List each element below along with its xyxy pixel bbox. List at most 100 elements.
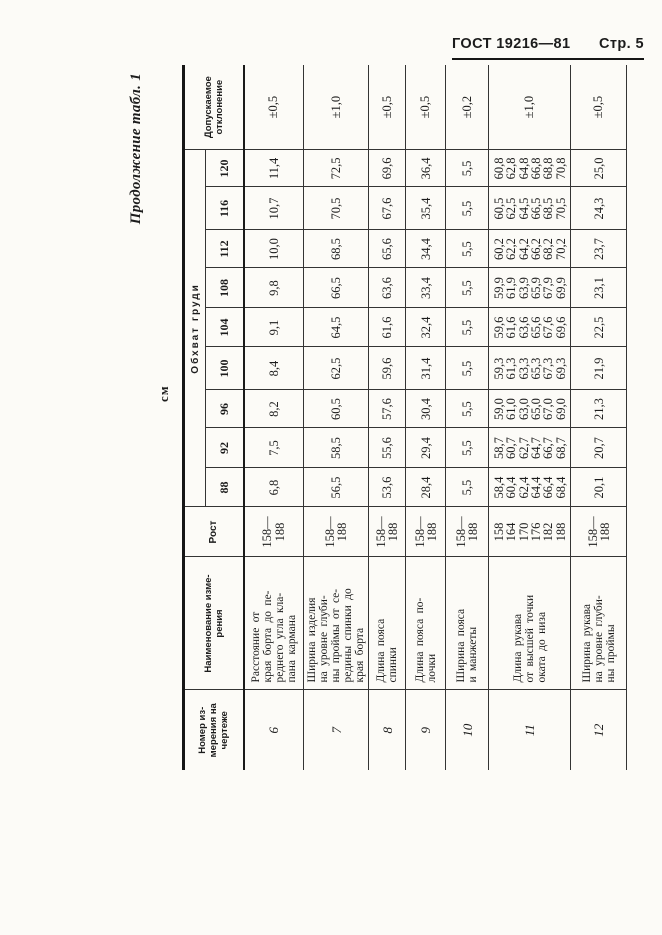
tolerance-cell: ±0,5 xyxy=(405,64,446,150)
value-cell: 32,4 xyxy=(405,308,446,347)
value-cell: 5,5 xyxy=(445,187,489,230)
value-cell: 59,6 xyxy=(368,347,406,390)
value-cell: 57,6 xyxy=(368,390,406,428)
value-cell: 31,4 xyxy=(405,347,446,390)
value-cell: 64,5 xyxy=(303,308,369,347)
measurement-name-cell: Ширина рукава на уровне глуби- ны проймы xyxy=(570,557,627,690)
value-cell: 10,0 xyxy=(243,230,304,268)
header-num: Номер из- мерения на чертеже xyxy=(183,690,244,770)
value-cell: 5,5 xyxy=(445,347,489,390)
value-cell: 67,6 xyxy=(368,187,406,230)
value-cell: 35,4 xyxy=(405,187,446,230)
tolerance-cell: ±0,5 xyxy=(243,64,304,150)
value-cell: 59,9 61,9 63,9 65,9 67,9 69,9 xyxy=(488,268,571,308)
value-cell: 58,5 xyxy=(303,428,369,468)
value-cell: 8,4 xyxy=(243,347,304,390)
row-number-cell: 6 xyxy=(243,690,304,770)
value-cell: 11,4 xyxy=(243,149,304,187)
tolerance-cell: ±0,5 xyxy=(368,64,406,150)
header-size-96: 96 xyxy=(205,390,244,428)
value-cell: 9,8 xyxy=(243,268,304,308)
value-cell: 5,5 xyxy=(445,308,489,347)
value-cell: 60,5 xyxy=(303,390,369,428)
header-size-92: 92 xyxy=(205,428,244,468)
value-cell: 30,4 xyxy=(405,390,446,428)
table-row: 9 Длина пояса по- лочки 158—188 28,4 29,… xyxy=(405,64,446,770)
value-cell: 23,7 xyxy=(570,230,627,268)
value-cell: 60,5 62,5 64,5 66,5 68,5 70,5 xyxy=(488,187,571,230)
row-number-cell: 8 xyxy=(368,690,406,770)
value-cell: 5,5 xyxy=(445,468,489,507)
page-number: Стр. 5 xyxy=(599,36,644,52)
header-size-100: 100 xyxy=(205,347,244,390)
measurement-name-cell: Ширина пояса и манжеты xyxy=(445,557,489,690)
measurement-name-cell: Расстояние от края борта до пе- реднего … xyxy=(243,557,304,690)
tolerance-cell: ±0,5 xyxy=(570,64,627,150)
value-cell: 62,5 xyxy=(303,347,369,390)
rost-cell: 158—188 xyxy=(570,507,627,557)
table-row: 11 Длина рукава от высшей точки оката до… xyxy=(488,64,571,770)
value-cell: 20,1 xyxy=(570,468,627,507)
units-label: см xyxy=(156,385,171,402)
value-cell: 56,5 xyxy=(303,468,369,507)
row-number-cell: 12 xyxy=(570,690,627,770)
value-cell: 5,5 xyxy=(445,149,489,187)
gost-number: ГОСТ 19216—81 xyxy=(452,36,571,52)
value-cell: 72,5 xyxy=(303,149,369,187)
tolerance-cell: ±1,0 xyxy=(303,64,369,150)
value-cell: 21,3 xyxy=(570,390,627,428)
value-cell: 5,5 xyxy=(445,230,489,268)
row-number-cell: 7 xyxy=(303,690,369,770)
value-cell: 61,6 xyxy=(368,308,406,347)
value-cell: 5,5 xyxy=(445,428,489,468)
value-cell: 59,0 61,0 63,0 65,0 67,0 69,0 xyxy=(488,390,571,428)
header-tolerance: Допускаемое отклонение xyxy=(183,64,244,150)
rost-cell: 158—188 xyxy=(303,507,369,557)
value-cell: 24,3 xyxy=(570,187,627,230)
row-number-cell: 9 xyxy=(405,690,446,770)
running-head: ГОСТ 19216—81 Стр. 5 xyxy=(452,36,644,52)
running-head-rule xyxy=(452,58,644,60)
tolerance-cell: ±0,2 xyxy=(445,64,489,150)
value-cell: 28,4 xyxy=(405,468,446,507)
table-row: 8 Длина пояса спинки 158—188 53,6 55,6 5… xyxy=(368,64,406,770)
value-cell: 6,8 xyxy=(243,468,304,507)
table-row: 12 Ширина рукава на уровне глуби- ны про… xyxy=(570,64,627,770)
value-cell: 60,2 62,2 64,2 66,2 68,2 70,2 xyxy=(488,230,571,268)
value-cell: 25,0 xyxy=(570,149,627,187)
value-cell: 65,6 xyxy=(368,230,406,268)
header-size-116: 116 xyxy=(205,187,244,230)
value-cell: 55,6 xyxy=(368,428,406,468)
rost-cell: 158 164 170 176 182 188 xyxy=(488,507,571,557)
value-cell: 10,7 xyxy=(243,187,304,230)
header-size-104: 104 xyxy=(205,308,244,347)
row-number-cell: 10 xyxy=(445,690,489,770)
value-cell: 20,7 xyxy=(570,428,627,468)
header-chest-span: Обхват груди xyxy=(183,149,206,507)
value-cell: 23,1 xyxy=(570,268,627,308)
header-size-88: 88 xyxy=(205,468,244,507)
measurement-name-cell: Длина рукава от высшей точки оката до ни… xyxy=(488,557,571,690)
value-cell: 21,9 xyxy=(570,347,627,390)
measurement-name-cell: Длина пояса спинки xyxy=(368,557,406,690)
value-cell: 5,5 xyxy=(445,268,489,308)
header-size-108: 108 xyxy=(205,268,244,308)
measurement-table: Номер из- мерения на чертеже Наименовани… xyxy=(182,64,628,770)
value-cell: 59,6 61,6 63,6 65,6 67,6 69,6 xyxy=(488,308,571,347)
value-cell: 58,7 60,7 62,7 64,7 66,7 68,7 xyxy=(488,428,571,468)
value-cell: 5,5 xyxy=(445,390,489,428)
value-cell: 8,2 xyxy=(243,390,304,428)
value-cell: 7,5 xyxy=(243,428,304,468)
value-cell: 66,5 xyxy=(303,268,369,308)
value-cell: 63,6 xyxy=(368,268,406,308)
value-cell: 34,4 xyxy=(405,230,446,268)
value-cell: 70,5 xyxy=(303,187,369,230)
value-cell: 9,1 xyxy=(243,308,304,347)
rost-cell: 158—188 xyxy=(368,507,406,557)
rost-cell: 158—188 xyxy=(243,507,304,557)
table-row: 6 Расстояние от края борта до пе- реднег… xyxy=(243,64,304,770)
header-row-1: Номер из- мерения на чертеже Наименовани… xyxy=(183,64,244,770)
value-cell: 22,5 xyxy=(570,308,627,347)
header-rost: Рост xyxy=(183,507,244,557)
